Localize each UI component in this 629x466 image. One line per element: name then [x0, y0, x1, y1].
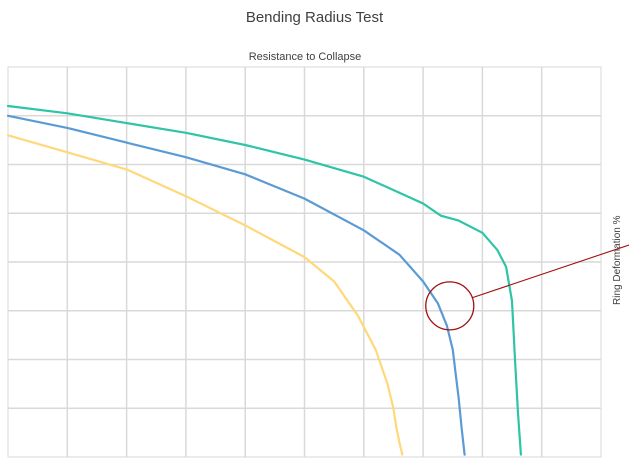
- callout-leader-line: [471, 244, 629, 299]
- chart-title: Bending Radius Test: [245, 9, 384, 26]
- chart-subtitle: Resistance to Collapse: [248, 51, 362, 63]
- series-line-1: [6, 104, 523, 456]
- series-group: [6, 104, 523, 456]
- series-line-3: [6, 134, 404, 456]
- callout-circle: [425, 281, 475, 331]
- callout-annotation: [425, 244, 629, 331]
- series-line-2: [6, 114, 466, 456]
